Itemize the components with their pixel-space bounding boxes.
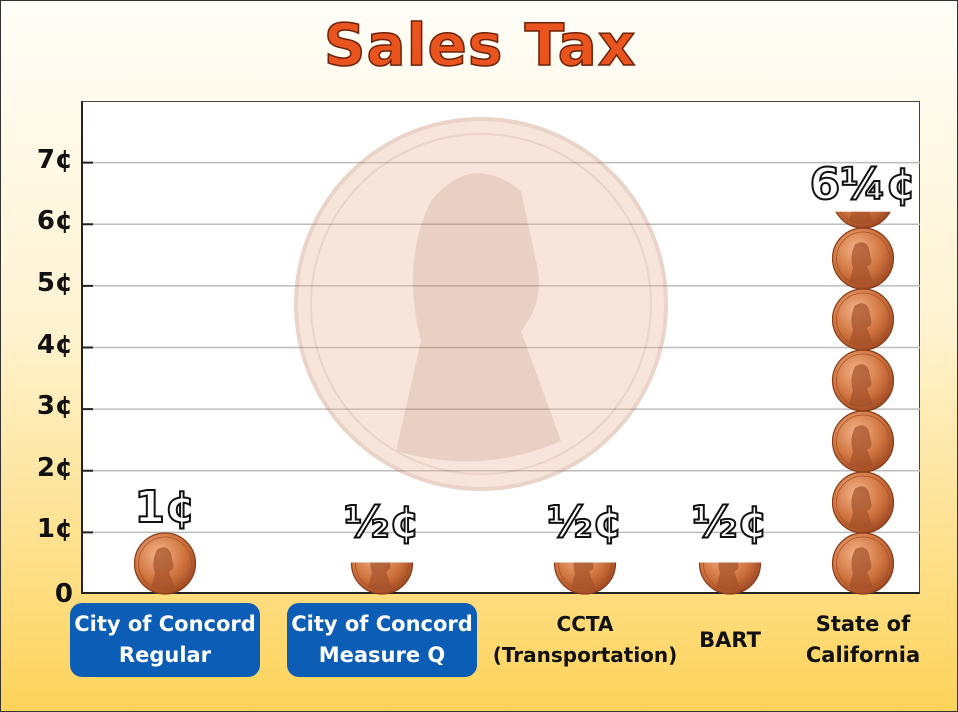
data-label: 6¼¢ [809, 158, 918, 210]
partial-penny-coin [835, 211, 891, 229]
category-label[interactable]: City of Concord Measure Q [287, 603, 477, 677]
y-tick-label: 0 [54, 579, 73, 609]
penny-coin [831, 410, 895, 473]
partial-penny-coin [350, 562, 414, 595]
penny-coin [831, 288, 895, 351]
category-label: State of California [805, 612, 921, 667]
penny-coin [831, 349, 895, 412]
penny-coin [133, 532, 197, 595]
y-tick-label: 2¢ [36, 452, 73, 483]
category-label: BART [699, 627, 761, 652]
penny-coin [831, 532, 895, 595]
data-label: 1¢ [133, 482, 196, 534]
penny-watermark [294, 117, 668, 491]
penny-coin [831, 227, 895, 290]
y-tick-label: 3¢ [36, 391, 73, 422]
y-tick-label: 1¢ [36, 514, 73, 545]
y-tick-label: 6¢ [36, 206, 73, 237]
partial-penny-coin [698, 562, 762, 595]
category-label[interactable]: City of Concord Regular [70, 603, 260, 677]
chart-title: Sales Tax [323, 10, 637, 80]
data-label: ½¢ [546, 497, 624, 549]
partial-penny-coin [553, 562, 617, 595]
data-label: ½¢ [691, 497, 769, 549]
penny-coin [831, 471, 895, 534]
y-tick-label: 7¢ [36, 144, 73, 175]
data-label: ½¢ [343, 497, 421, 549]
y-tick-label: 4¢ [36, 329, 73, 360]
y-tick-label: 5¢ [36, 267, 73, 298]
category-label: CCTA (Transportation) [492, 612, 678, 667]
